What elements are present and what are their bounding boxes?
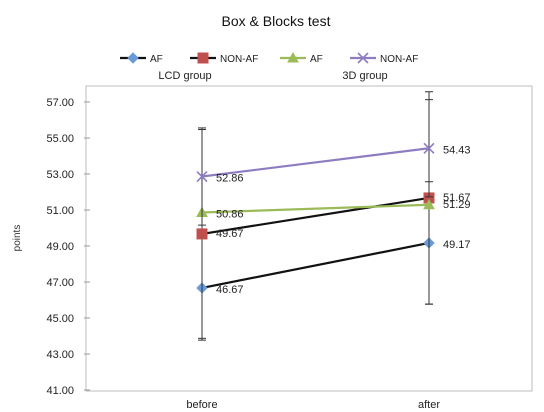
data-label: 49.17: [443, 239, 471, 251]
y-tick-label: 45.00: [46, 313, 74, 325]
y-tick-label: 41.00: [46, 385, 74, 397]
y-tick-label: 49.00: [46, 241, 74, 253]
series-line: [201, 147, 430, 178]
series-line: [201, 203, 430, 214]
legend-group-label-3d: 3D group: [342, 70, 387, 82]
x-tick-label: before: [186, 399, 217, 411]
data-point: [423, 142, 435, 154]
legend-marker: [357, 52, 369, 64]
data-point: [423, 198, 435, 210]
legend-item: AF: [120, 52, 163, 65]
series-line: [201, 241, 430, 290]
chart-title: Box & Blocks test: [222, 13, 331, 29]
data-point: [196, 228, 208, 240]
series-layer: 46.67 49.17 49.67 51.67 50.86 51.29 52.86 54.43: [196, 91, 471, 341]
data-label: 54.43: [443, 144, 471, 156]
data-label: 49.67: [216, 228, 244, 240]
legend-marker: [287, 51, 299, 63]
legend-marker: [197, 52, 209, 64]
y-tick-label: 47.00: [46, 277, 74, 289]
legend-item: NON-AF: [190, 52, 258, 65]
legend-label: AF: [150, 54, 163, 65]
legend-item: AF: [280, 51, 323, 65]
legend-label: AF: [310, 54, 323, 65]
legend-label: NON-AF: [220, 54, 258, 65]
series-3: 52.86 54.43: [196, 99, 471, 226]
series-2: 50.86 51.29: [196, 198, 471, 221]
y-tick-label: 53.00: [46, 169, 74, 181]
series-line: [201, 196, 430, 236]
y-tick-label: 43.00: [46, 349, 74, 361]
series-1: 49.67 51.67: [196, 91, 471, 339]
legend: AF NON-AF AF NON-AF: [120, 51, 418, 65]
data-label: 52.86: [216, 173, 244, 185]
data-label: 46.67: [216, 284, 244, 296]
y-tick-label: 51.00: [46, 205, 74, 217]
data-label: 51.29: [443, 199, 471, 211]
data-label: 50.86: [216, 209, 244, 221]
y-axis-label: points: [12, 225, 23, 252]
y-axis: 41.00 43.00 45.00 47.00 49.00 51.00 53.00 55.00…: [46, 97, 90, 397]
x-tick-label: after: [418, 399, 440, 411]
y-tick-label: 55.00: [46, 133, 74, 145]
legend-marker: [127, 52, 139, 64]
legend-label: NON-AF: [380, 54, 418, 65]
data-label: 51.67: [443, 192, 471, 204]
legend-item: NON-AF: [350, 52, 418, 65]
data-point: [196, 170, 208, 183]
x-axis: before after: [186, 399, 440, 411]
y-tick-label: 57.00: [46, 97, 74, 109]
legend-group-label-lcd: LCD group: [158, 70, 211, 82]
plot-area: [85, 85, 533, 392]
